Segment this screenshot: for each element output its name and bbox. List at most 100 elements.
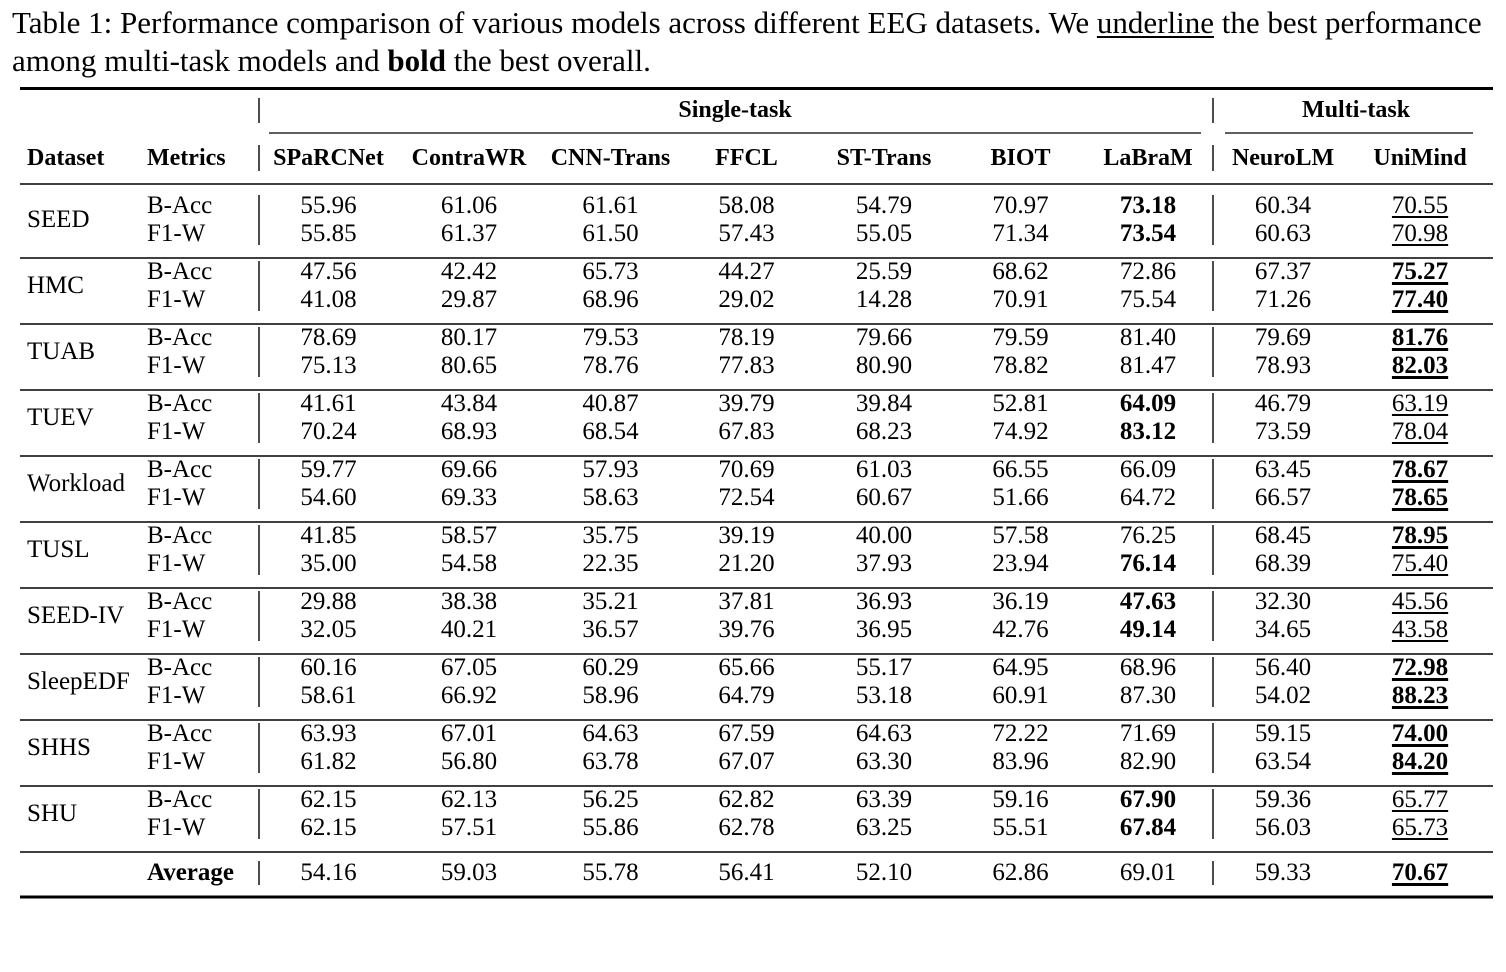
metric-value: 71.26: [1254, 286, 1312, 313]
metric-value: 80.17: [440, 324, 498, 351]
metric-value: 54.79: [855, 192, 913, 219]
dataset-name: TUAB: [27, 338, 96, 365]
metric-value: 70.91: [992, 286, 1049, 313]
metric-value: 78.65: [1391, 484, 1449, 511]
average-value: 55.78: [582, 859, 639, 886]
metric-value: 62.13: [440, 786, 498, 813]
caption-text-1: Table 1: Performance comparison of vario…: [12, 5, 1097, 40]
average-value: 52.10: [855, 859, 913, 886]
caption-text-2: the best performance among multi-task mo…: [12, 5, 1482, 78]
column-header-model: ST-Trans: [836, 144, 932, 171]
metric-value: 44.27: [718, 258, 775, 285]
column-header-model: BIOT: [990, 144, 1051, 171]
metric-value: 77.40: [1391, 286, 1449, 313]
metric-value: 66.09: [1119, 456, 1177, 483]
metric-value: 55.51: [992, 814, 1049, 841]
column-header-model: FFCL: [715, 144, 778, 171]
metric-value: 39.84: [855, 390, 913, 417]
metric-value: 14.28: [855, 286, 913, 313]
caption-underline-word: underline: [1096, 5, 1214, 40]
metric-value: 36.95: [855, 616, 913, 643]
group-header-multi-task: Multi-task: [1302, 97, 1411, 123]
metric-value: 81.40: [1119, 324, 1177, 351]
metric-value: 77.83: [718, 352, 775, 379]
metric-value: 69.66: [440, 456, 498, 483]
metric-value: 78.93: [1254, 352, 1312, 379]
metric-value: 21.20: [718, 550, 775, 577]
metric-value: 57.43: [718, 220, 775, 247]
metric-value: 64.09: [1119, 390, 1177, 417]
metric-value: 70.97: [992, 192, 1049, 219]
metric-value: 76.14: [1119, 550, 1177, 577]
column-header-model: SPaRCNet: [273, 144, 384, 171]
metric-value: 59.36: [1254, 786, 1312, 813]
average-row: Average 54.16 59.03 55.78 56.41 52.10 62.86 69.…: [20, 852, 1493, 894]
metric-value: 68.96: [1119, 654, 1177, 681]
metric-label: B-Acc: [147, 522, 213, 549]
metric-value: 56.80: [440, 748, 498, 775]
metric-value: 78.82: [992, 352, 1049, 379]
metric-value: 82.03: [1391, 352, 1449, 379]
column-header-dataset: Dataset: [27, 144, 105, 171]
metric-value: 57.58: [992, 522, 1049, 549]
table-row: SHU B-Acc 62.15 62.13 56.25 62.82 63.39 59.16 67…: [20, 786, 1493, 827]
table-row: F1-W 70.24 68.93 68.54 67.83 68.23 74.92 83.12 7…: [20, 418, 1493, 446]
metric-value: 70.69: [718, 456, 775, 483]
metric-value: 29.02: [718, 286, 775, 313]
metric-value: 39.76: [718, 616, 775, 643]
metric-value: 84.20: [1391, 748, 1449, 775]
metric-value: 78.69: [300, 324, 357, 351]
metric-value: 64.63: [855, 720, 913, 747]
metric-value: 43.58: [1391, 616, 1449, 643]
metric-value: 70.24: [300, 418, 357, 445]
metric-value: 66.55: [992, 456, 1049, 483]
metric-value: 67.01: [440, 720, 498, 747]
metric-value: 55.17: [855, 654, 913, 681]
metric-value: 47.63: [1119, 588, 1177, 615]
metric-label: B-Acc: [147, 588, 213, 615]
metric-label: B-Acc: [147, 258, 213, 285]
metric-value: 82.90: [1119, 748, 1177, 775]
metric-value: 75.40: [1391, 550, 1449, 577]
metric-value: 57.51: [440, 814, 498, 841]
metric-value: 67.84: [1119, 814, 1177, 841]
metric-value: 87.30: [1119, 682, 1177, 709]
dataset-name: TUEV: [27, 404, 94, 431]
metric-label: F1-W: [147, 286, 206, 313]
metric-value: 42.76: [992, 616, 1049, 643]
table-row: F1-W 61.82 56.80 63.78 67.07 63.30 83.96 82.90 6…: [20, 748, 1493, 776]
dataset-name: SHHS: [27, 734, 91, 761]
table-rules: [20, 87, 1493, 899]
metric-value: 36.57: [582, 616, 639, 643]
metric-value: 73.59: [1254, 418, 1312, 445]
results-table: Single-task Multi-task Dataset Metrics S…: [20, 87, 1493, 963]
metric-value: 63.78: [582, 748, 639, 775]
metric-value: 64.79: [718, 682, 775, 709]
metric-value: 40.21: [440, 616, 498, 643]
metric-value: 70.98: [1391, 220, 1449, 247]
column-header-model: NeuroLM: [1231, 144, 1335, 171]
metric-value: 67.05: [440, 654, 498, 681]
metric-value: 23.94: [992, 550, 1049, 577]
metric-value: 41.61: [300, 390, 357, 417]
table-caption: Table 1: Performance comparison of vario…: [12, 4, 1498, 80]
table-row: F1-W 32.05 40.21 36.57 39.76 36.95 42.76 49.14 3…: [20, 616, 1493, 644]
metric-value: 60.67: [855, 484, 913, 511]
average-value: 54.16: [300, 859, 357, 886]
caption-bold-word: bold: [387, 43, 446, 78]
metric-value: 60.16: [300, 654, 357, 681]
metric-value: 72.22: [992, 720, 1049, 747]
metric-value: 75.13: [300, 352, 357, 379]
metric-value: 34.65: [1254, 616, 1312, 643]
column-header-metrics: Metrics: [147, 144, 226, 171]
metric-value: 78.67: [1391, 456, 1449, 483]
metric-value: 73.18: [1119, 192, 1177, 219]
metric-label: B-Acc: [147, 720, 213, 747]
table-row: F1-W 41.08 29.87 68.96 29.02 14.28 70.91 75.54 7…: [20, 286, 1493, 314]
table-row: SEED-IV B-Acc 29.88 38.38 35.21 37.81 36.93 36.…: [20, 588, 1493, 629]
metric-value: 62.15: [300, 814, 357, 841]
dataset-name: SEED-IV: [27, 602, 125, 629]
metric-value: 78.04: [1391, 418, 1449, 445]
metric-value: 58.57: [440, 522, 498, 549]
metric-value: 58.08: [718, 192, 775, 219]
